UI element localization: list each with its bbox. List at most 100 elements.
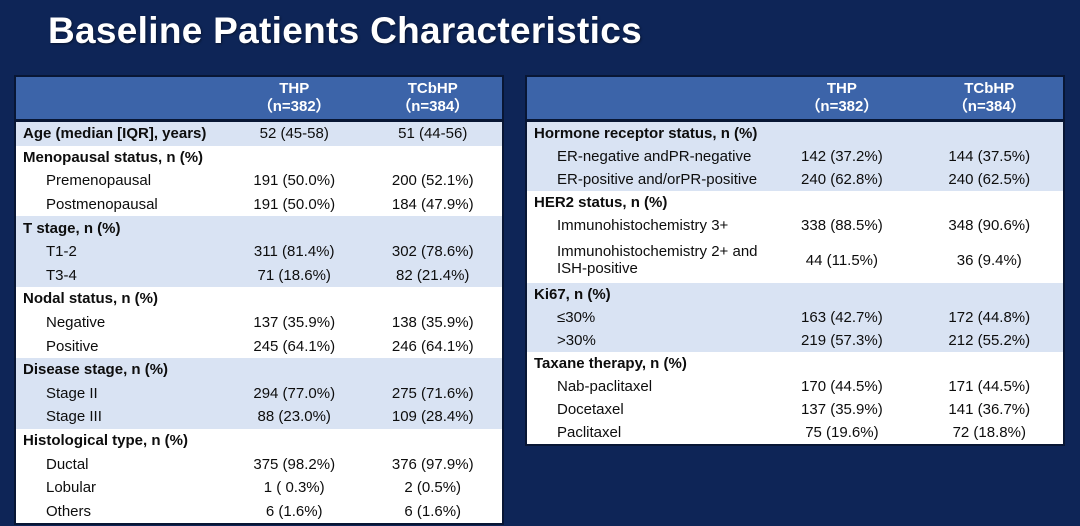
- row-value: 72 (18.8%): [952, 424, 1026, 441]
- baseline-characteristics-table-left: THP （n=382） TCbHP （n=384） Age (median [I…: [14, 75, 504, 526]
- row-value: 171 (44.5%): [948, 378, 1031, 395]
- row-value: 109 (28.4%): [391, 408, 474, 426]
- row-label: Immunohistochemistry 2+ and ISH-positive: [557, 242, 758, 277]
- row-label: Paclitaxel: [557, 424, 622, 441]
- row-value: 200 (52.1%): [391, 172, 474, 190]
- table-row-section: Taxane therapy, n (%): [527, 352, 1063, 375]
- row-label: Menopausal status, n (%): [23, 148, 204, 166]
- row-label: Docetaxel: [557, 401, 624, 418]
- row-value: 275 (71.6%): [391, 384, 474, 402]
- table-row-item: Postmenopausal 191 (50.0%) 184 (47.9%): [16, 192, 502, 217]
- row-value: 44 (11.5%): [805, 251, 879, 269]
- table-body: Hormone receptor status, n (%) ER-negativ…: [527, 122, 1063, 444]
- table-body: Age (median [IQR], years) 52 (45-58) 51 (4…: [16, 122, 502, 524]
- row-label: ≤30%: [557, 309, 596, 326]
- table-row-section: Disease stage, n (%): [16, 357, 502, 382]
- column-header-label: THP: [826, 80, 857, 97]
- table-row-item: ≤30% 163 (42.7%) 172 (44.8%): [527, 306, 1063, 329]
- table-row-section: Hormone receptor status, n (%): [527, 122, 1063, 145]
- row-value: 6 (1.6%): [404, 502, 462, 520]
- table-row-item: Docetaxel 137 (35.9%) 141 (36.7%): [527, 398, 1063, 421]
- row-value: 212 (55.2%): [948, 332, 1031, 349]
- table-row-item: >30% 219 (57.3%) 212 (55.2%): [527, 329, 1063, 352]
- row-value: 246 (64.1%): [391, 337, 474, 355]
- table-row-item: ER-negative andPR-negative 142 (37.2%) 144…: [527, 145, 1063, 168]
- row-label: Premenopausal: [46, 172, 152, 190]
- row-label: Nodal status, n (%): [23, 290, 159, 308]
- table-row-item: Nab-paclitaxel 170 (44.5%) 171 (44.5%): [527, 375, 1063, 398]
- row-value: 163 (42.7%): [801, 309, 883, 326]
- table-row-item: Positive 245 (64.1%) 246 (64.1%): [16, 334, 502, 358]
- row-value: 51 (44-56): [398, 125, 468, 143]
- table-row-item: Others 6 (1.6%) 6 (1.6%): [16, 499, 502, 524]
- table-row-item: Immunohistochemistry 2+ and ISH-positive…: [527, 237, 1063, 283]
- page-title: Baseline Patients Characteristics: [48, 10, 642, 51]
- table-row-section: Ki67, n (%): [527, 283, 1063, 306]
- table-row-item: Paclitaxel 75 (19.6%) 72 (18.8%): [527, 421, 1063, 444]
- table-row-item: Negative 137 (35.9%) 138 (35.9%): [16, 310, 502, 335]
- row-value: 137 (35.9%): [253, 314, 336, 332]
- row-value: 2 (0.5%): [404, 479, 462, 497]
- column-header-label: TCbHP: [964, 80, 1015, 97]
- row-label: Postmenopausal: [46, 196, 158, 214]
- row-label: T stage, n (%): [23, 219, 121, 237]
- row-value: 376 (97.9%): [391, 455, 474, 473]
- row-label: Hormone receptor status, n (%): [534, 125, 758, 142]
- row-value: 141 (36.7%): [948, 401, 1031, 418]
- table-row-section: HER2 status, n (%): [527, 191, 1063, 214]
- column-header-tcbhp: TCbHP （n=384）: [916, 80, 1063, 116]
- row-label: >30%: [557, 332, 596, 349]
- table-row-section: Menopausal status, n (%): [16, 145, 502, 170]
- row-value: 191 (50.0%): [253, 196, 336, 214]
- table-row-item: Immunohistochemistry 3+ 338 (88.5%) 348 (9…: [527, 214, 1063, 237]
- row-label: T3-4: [46, 266, 77, 284]
- column-header-label: TCbHP: [407, 80, 458, 97]
- table-row-item: Stage III 88 (23.0%) 109 (28.4%): [16, 405, 502, 429]
- row-value: 82 (21.4%): [396, 266, 470, 284]
- column-header-label: THP: [279, 80, 310, 97]
- table-row-item: ER-positive and/orPR-positive 240 (62.8%)…: [527, 168, 1063, 191]
- row-value: 240 (62.8%): [801, 171, 883, 188]
- table-row-item: T1-2 311 (81.4%) 302 (78.6%): [16, 239, 502, 264]
- table-row-section: T stage, n (%): [16, 216, 502, 240]
- table-row-item: T3-4 71 (18.6%) 82 (21.4%): [16, 263, 502, 288]
- row-label: Lobular: [46, 479, 97, 497]
- row-value: 138 (35.9%): [391, 314, 474, 332]
- column-header-count: （n=382）: [257, 98, 331, 115]
- row-value: 142 (37.2%): [801, 148, 883, 165]
- row-label: T1-2: [46, 243, 77, 261]
- row-value: 71 (18.6%): [257, 266, 331, 284]
- column-header-count: （n=382）: [805, 98, 879, 115]
- row-value: 170 (44.5%): [801, 378, 883, 395]
- row-label: Histological type, n (%): [23, 432, 189, 450]
- row-value: 311 (81.4%): [253, 243, 335, 261]
- table-header-row: THP （n=382） TCbHP （n=384）: [16, 77, 502, 122]
- row-value: 75 (19.6%): [805, 424, 879, 441]
- row-value: 88 (23.0%): [257, 408, 331, 426]
- row-label: Nab-paclitaxel: [557, 378, 653, 395]
- row-value: 302 (78.6%): [391, 243, 474, 261]
- column-header-thp: THP （n=382）: [225, 80, 364, 116]
- row-label: Disease stage, n (%): [23, 361, 169, 379]
- row-value: 245 (64.1%): [253, 337, 336, 355]
- table-row-item: Ductal 375 (98.2%) 376 (97.9%): [16, 452, 502, 476]
- column-header-thp: THP （n=382）: [768, 80, 915, 116]
- row-value: 184 (47.9%): [391, 196, 474, 214]
- row-value: 36 (9.4%): [956, 251, 1022, 269]
- column-header-count: （n=384）: [396, 98, 470, 115]
- row-value: 6 (1.6%): [265, 502, 323, 520]
- row-label: Age (median [IQR], years): [23, 125, 207, 143]
- row-label: ER-positive and/orPR-positive: [557, 171, 758, 188]
- column-header-tcbhp: TCbHP （n=384）: [363, 80, 502, 116]
- row-label: ER-negative andPR-negative: [557, 148, 752, 165]
- row-label: Others: [46, 502, 92, 520]
- baseline-characteristics-table-right: THP （n=382） TCbHP （n=384） Hormone recept…: [525, 75, 1065, 446]
- table-row-section: Age (median [IQR], years) 52 (45-58) 51 (4…: [16, 122, 502, 146]
- row-value: 191 (50.0%): [253, 172, 336, 190]
- row-value: 240 (62.5%): [948, 171, 1031, 188]
- row-label: Taxane therapy, n (%): [534, 355, 687, 372]
- row-value: 219 (57.3%): [801, 332, 883, 349]
- row-value: 375 (98.2%): [253, 455, 336, 473]
- table-row-section: Nodal status, n (%): [16, 287, 502, 311]
- row-value: 144 (37.5%): [948, 148, 1031, 165]
